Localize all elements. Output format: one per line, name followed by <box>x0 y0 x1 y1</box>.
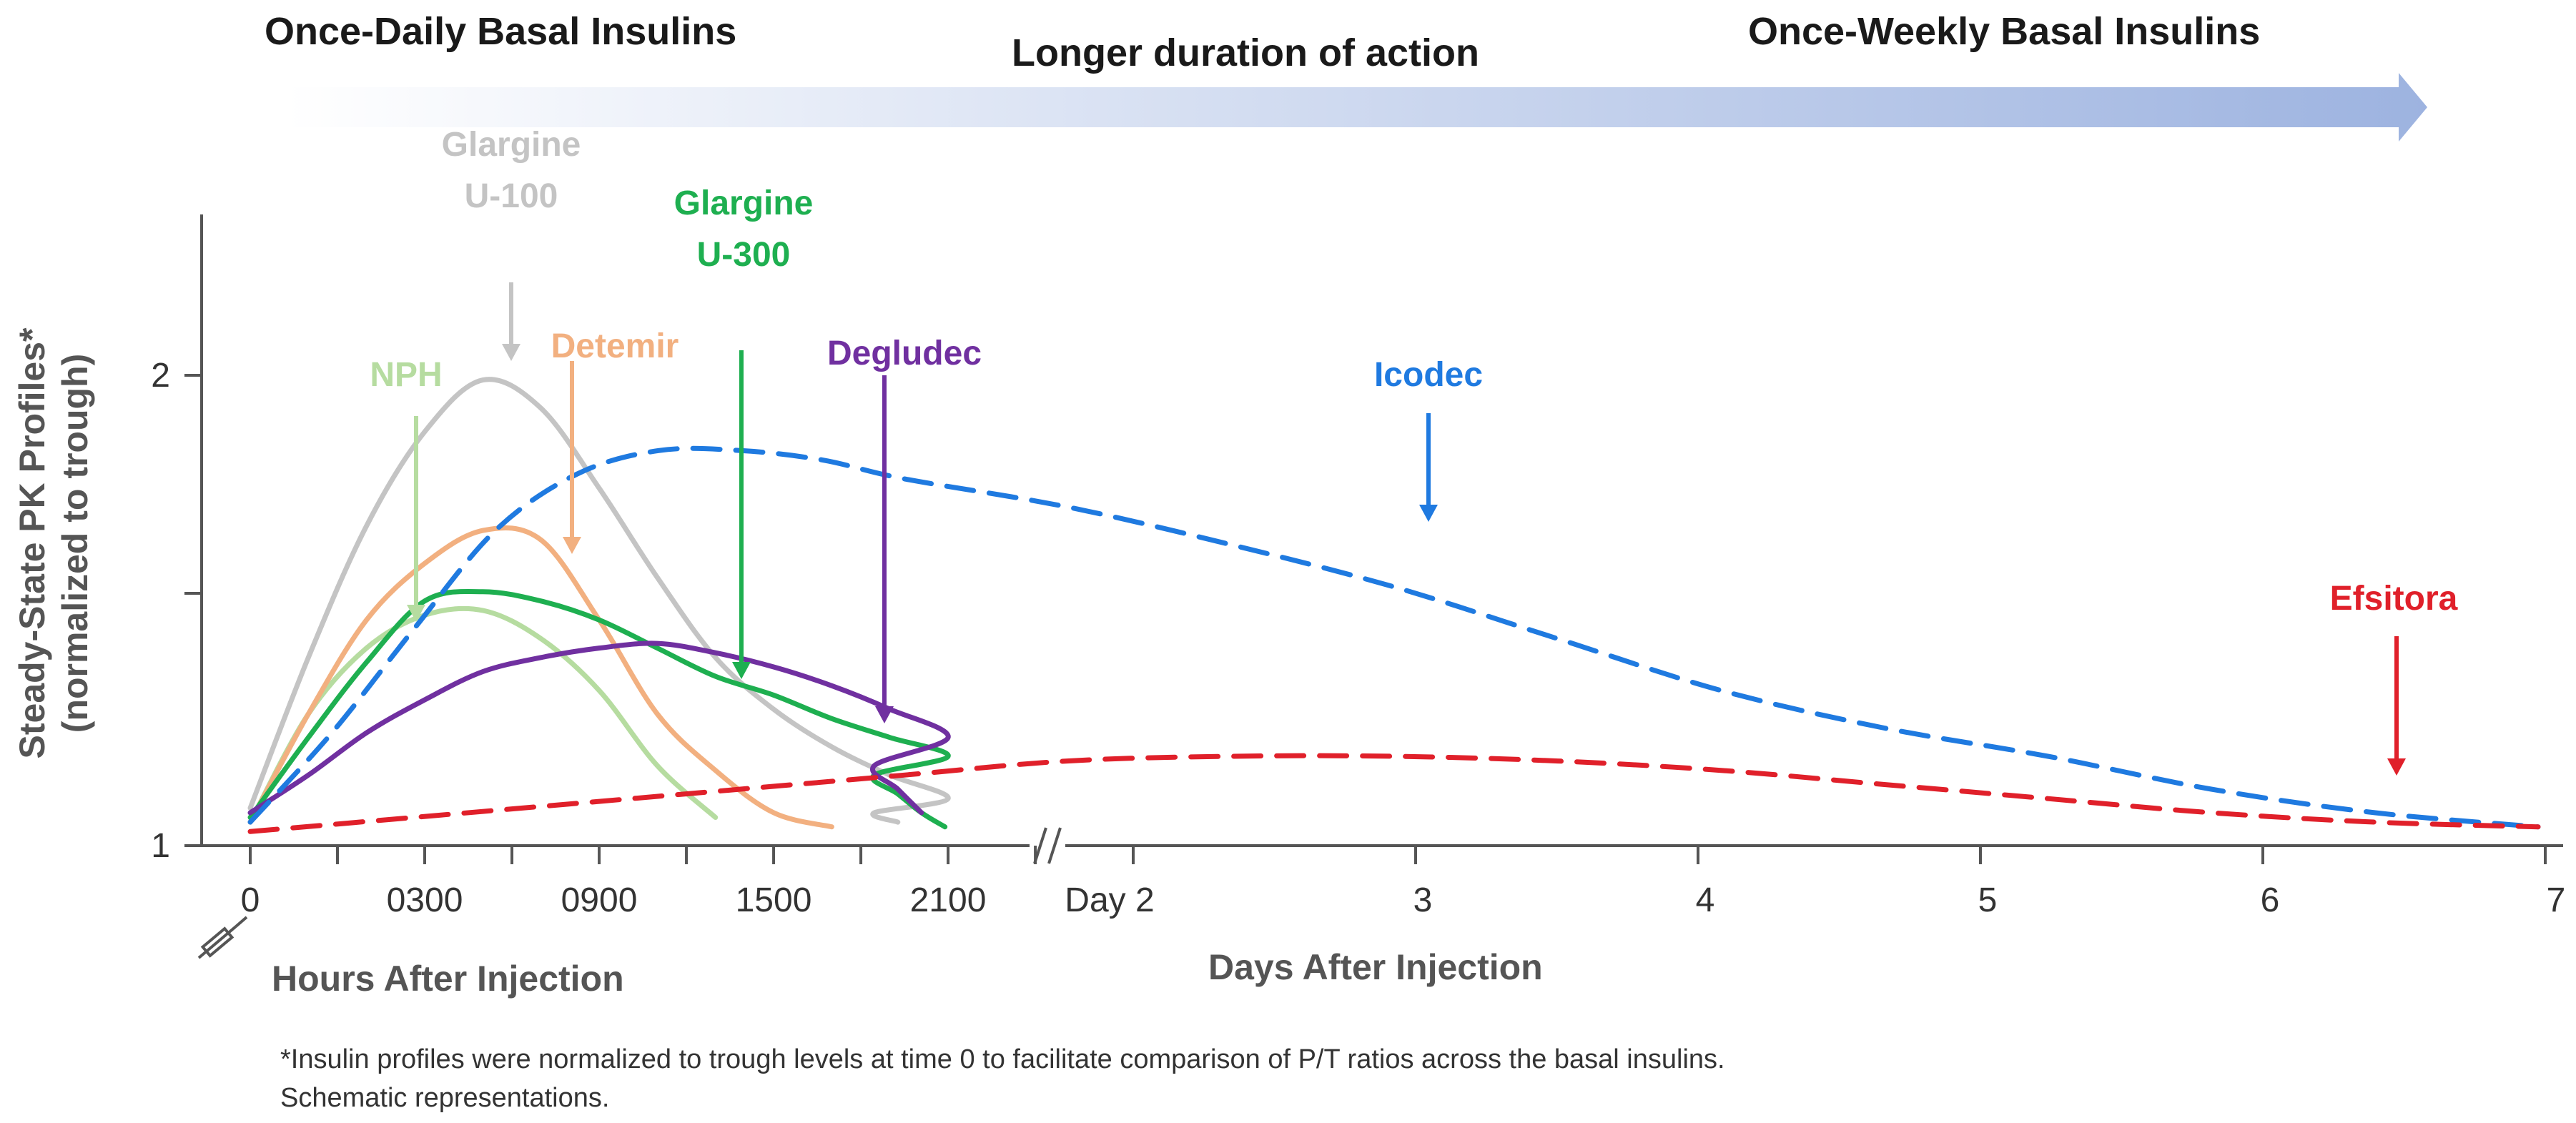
x-tick-label-day2: Day 2 <box>1065 881 1154 919</box>
footnote-line-1: *Insulin profiles were normalized to tro… <box>280 1044 1725 1074</box>
y-tick-label-1: 1 <box>151 827 170 865</box>
annotation-efsitora-arrow-head <box>2387 758 2406 776</box>
annotation-icodec-arrow-head <box>1419 505 1438 522</box>
syringe-icon <box>197 916 248 959</box>
annotation-degludec-label-1: Degludec <box>827 335 982 372</box>
y-tick-label-2: 2 <box>151 357 170 395</box>
annotation-glargine-u-100-label-1: Glargine <box>442 126 581 164</box>
x-tick-label-day4: 4 <box>1696 881 1715 919</box>
annotation-nph-arrow-head <box>407 605 425 622</box>
series-layer <box>247 377 2541 834</box>
annotation-detemir-arrow-head <box>563 537 581 554</box>
y-axis-title-main: Steady-State PK Profiles* <box>12 327 52 759</box>
x-tick-label-0900: 0900 <box>561 881 638 919</box>
annotation-degludec-arrow-head <box>875 706 894 723</box>
x-tick-marks <box>249 846 2547 864</box>
header-once-daily: Once-Daily Basal Insulins <box>265 10 736 53</box>
series-line-icodec <box>247 445 2541 830</box>
annotation-glargine-u-100-label-2: U-100 <box>465 177 558 215</box>
y-axis-title-sub: (normalized to trough) <box>55 354 95 733</box>
x-tick-label-day6: 6 <box>2261 881 2280 919</box>
series-line-efsitora <box>247 753 2541 834</box>
series-line-glargine-u-300 <box>247 588 951 830</box>
annotation-glargine-u-300-label-2: U-300 <box>697 236 791 274</box>
x-tick-label-0: 0 <box>241 881 260 919</box>
x-tick-label-0300: 0300 <box>387 881 463 919</box>
series-line-glargine-u-100 <box>247 377 951 825</box>
annotation-glargine-u-300-label-1: Glargine <box>674 184 814 222</box>
footnote-line-2: Schematic representations. <box>280 1083 609 1113</box>
x-tick-label-day3: 3 <box>1413 881 1433 919</box>
annotation-layer: NPH Glargine U-100 Detemir Glargine U-300 Degl… <box>370 126 2458 776</box>
annotation-glargine-u-100-arrow-head <box>502 344 520 361</box>
annotation-efsitora-label-1: Efsitora <box>2330 580 2458 618</box>
annotation-nph-label-1: NPH <box>370 356 442 394</box>
header-duration: Longer duration of action <box>1012 31 1479 74</box>
x-axis-title-days: Days After Injection <box>1208 947 1543 987</box>
x-axis-title-hours: Hours After Injection <box>272 959 624 999</box>
duration-arrow <box>286 73 2427 142</box>
annotation-icodec-label-1: Icodec <box>1374 356 1483 394</box>
annotation-detemir-label-1: Detemir <box>551 327 679 365</box>
series-line-detemir <box>247 525 834 830</box>
x-tick-label-1500: 1500 <box>736 881 812 919</box>
series-line-degludec <box>247 640 951 816</box>
x-tick-label-day5: 5 <box>1978 881 1998 919</box>
annotation-glargine-u-300-arrow-head <box>732 662 751 679</box>
x-tick-label-2100: 2100 <box>910 881 987 919</box>
x-tick-label-day7: 7 <box>2547 881 2566 919</box>
header-once-weekly: Once-Weekly Basal Insulins <box>1748 10 2260 53</box>
y-axis-title: Steady-State PK Profiles* (normalized to… <box>12 327 95 759</box>
